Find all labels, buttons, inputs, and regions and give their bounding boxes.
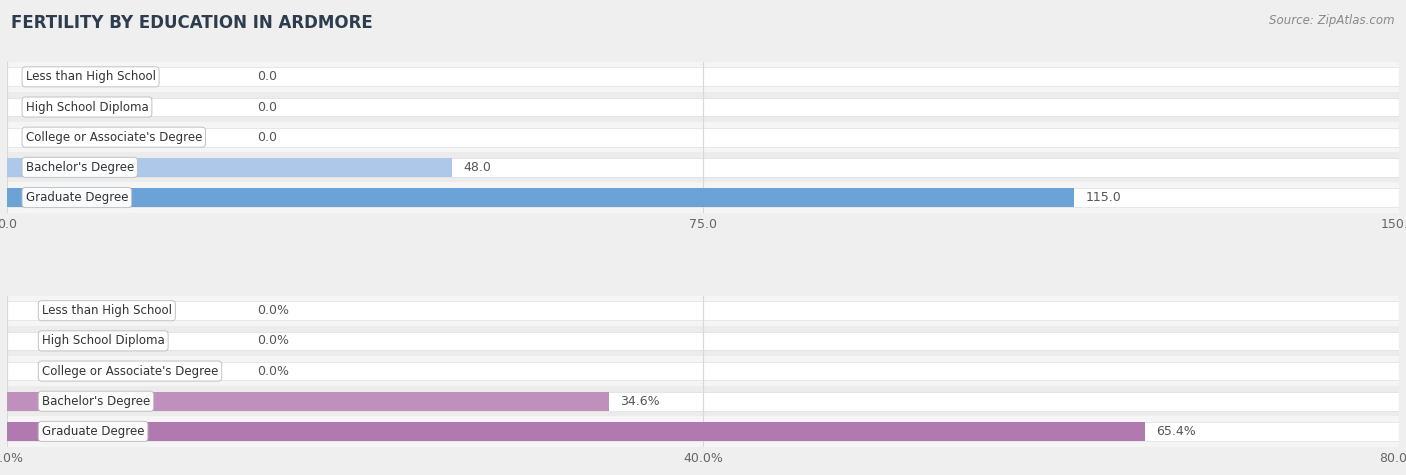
Text: 115.0: 115.0	[1085, 191, 1121, 204]
Text: High School Diploma: High School Diploma	[25, 101, 149, 114]
Bar	[7, 158, 453, 177]
Text: Bachelor's Degree: Bachelor's Degree	[25, 161, 134, 174]
Bar	[7, 295, 1399, 326]
Text: High School Diploma: High School Diploma	[42, 334, 165, 347]
Bar	[7, 361, 1399, 380]
Text: Less than High School: Less than High School	[25, 70, 156, 83]
Bar	[7, 152, 1399, 182]
Bar	[7, 301, 1399, 320]
Bar	[7, 332, 1399, 350]
Bar	[7, 356, 1399, 386]
Text: 48.0: 48.0	[464, 161, 492, 174]
Bar	[7, 62, 1399, 92]
Text: 0.0: 0.0	[257, 70, 277, 83]
Text: Graduate Degree: Graduate Degree	[42, 425, 145, 438]
Bar	[7, 422, 1144, 441]
Bar	[7, 326, 1399, 356]
Bar	[7, 188, 1074, 207]
Bar	[7, 188, 1399, 207]
Text: 34.6%: 34.6%	[620, 395, 659, 408]
Bar	[7, 392, 609, 410]
Text: 0.0: 0.0	[257, 101, 277, 114]
Text: Less than High School: Less than High School	[42, 304, 172, 317]
Text: FERTILITY BY EDUCATION IN ARDMORE: FERTILITY BY EDUCATION IN ARDMORE	[11, 14, 373, 32]
Text: 65.4%: 65.4%	[1156, 425, 1197, 438]
Bar	[7, 422, 1399, 441]
Bar	[7, 392, 1399, 410]
Bar	[7, 128, 1399, 147]
Bar	[7, 92, 1399, 122]
Bar	[7, 182, 1399, 213]
Text: 0.0: 0.0	[257, 131, 277, 144]
Text: Source: ZipAtlas.com: Source: ZipAtlas.com	[1270, 14, 1395, 27]
Text: 0.0%: 0.0%	[257, 334, 290, 347]
Text: 0.0%: 0.0%	[257, 364, 290, 378]
Text: 0.0%: 0.0%	[257, 304, 290, 317]
Bar	[7, 158, 1399, 177]
Bar	[7, 416, 1399, 446]
Text: Graduate Degree: Graduate Degree	[25, 191, 128, 204]
Bar	[7, 67, 1399, 86]
Bar	[7, 122, 1399, 152]
Text: College or Associate's Degree: College or Associate's Degree	[42, 364, 218, 378]
Bar	[7, 98, 1399, 116]
Bar	[7, 386, 1399, 416]
Text: Bachelor's Degree: Bachelor's Degree	[42, 395, 150, 408]
Text: College or Associate's Degree: College or Associate's Degree	[25, 131, 202, 144]
